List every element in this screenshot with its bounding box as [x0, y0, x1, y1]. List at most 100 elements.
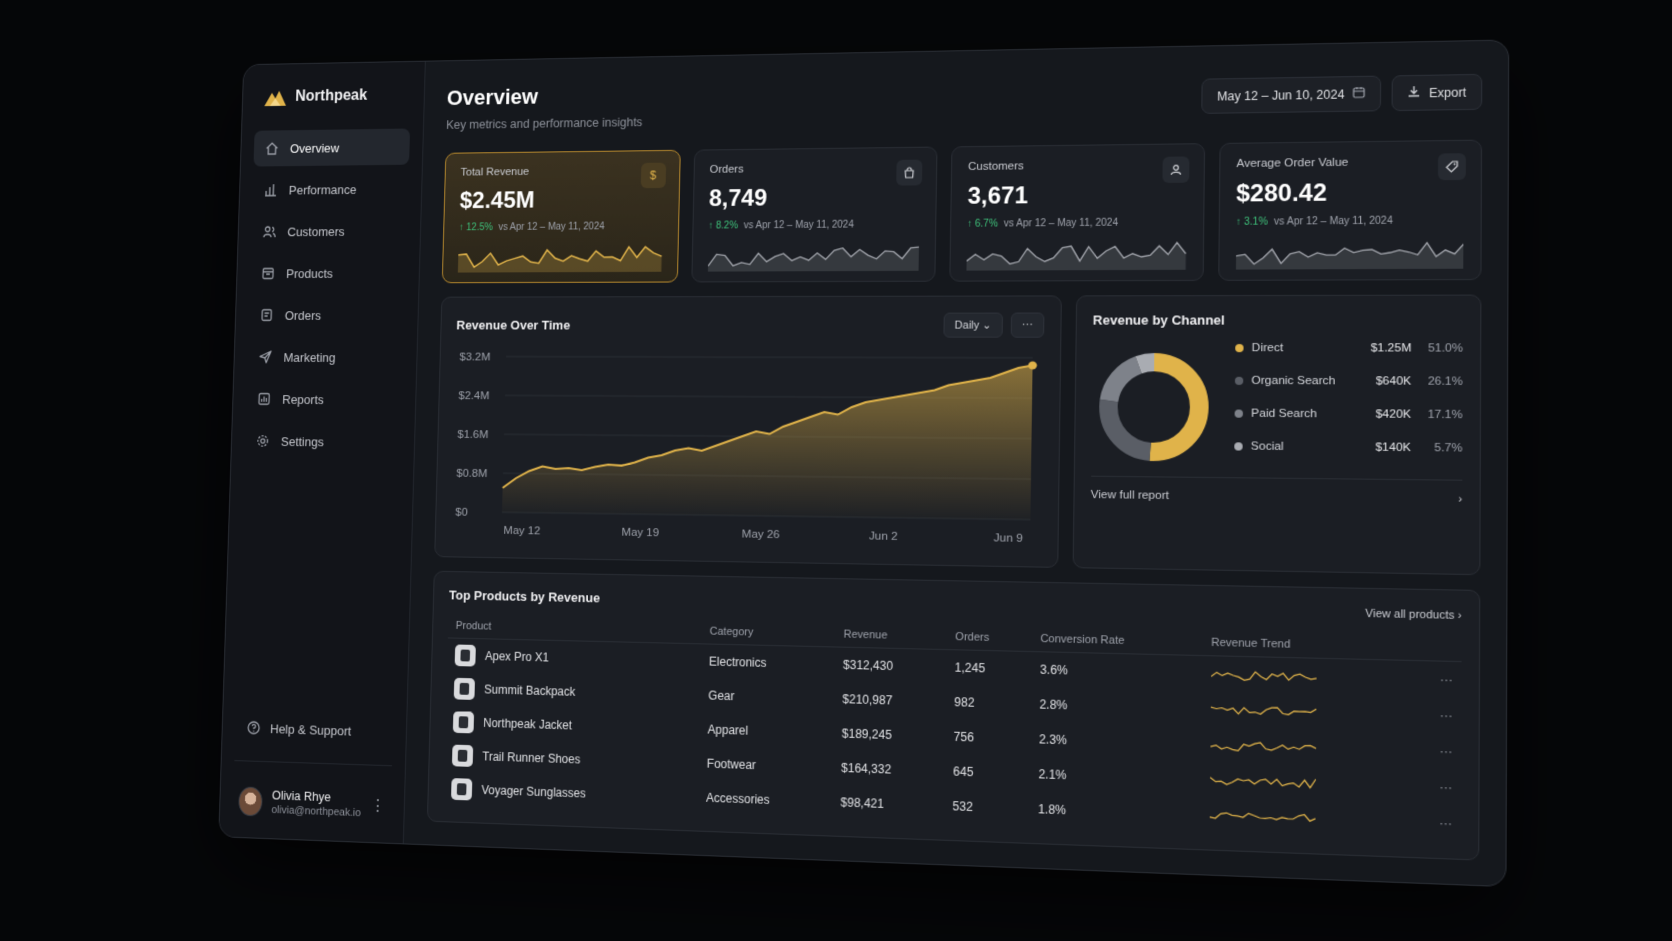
revenue-area-chart: $3.2M$2.4M$1.6M$0.8M$0May 12 May 19 May 26… — [451, 347, 1044, 551]
revenue-trend-sparkline — [1210, 771, 1316, 791]
sidebar-item-reports[interactable]: Reports — [245, 381, 402, 418]
kpi-card-customers[interactable]: Customers 3,671 ↑ 6.7% vs Apr 12 – May 11… — [949, 143, 1204, 282]
panel-title: Top Products by Revenue — [449, 588, 600, 606]
main-content: Overview Key metrics and performance ins… — [404, 41, 1508, 887]
y-tick-label: $0 — [455, 507, 468, 518]
legend-row-direct: Direct $1.25M 51.0% — [1235, 342, 1463, 355]
brand[interactable]: Northpeak — [255, 83, 412, 131]
sidebar-item-marketing[interactable]: Marketing — [247, 339, 404, 376]
kpi-delta-value: ↑ 8.2% — [708, 220, 738, 231]
header-actions: May 12 – Jun 10, 2024 Export — [1201, 74, 1482, 114]
y-tick-label: $3.2M — [459, 352, 490, 363]
row-more-icon[interactable]: ··· — [1410, 732, 1461, 769]
more-horizontal-icon[interactable]: ··· — [1011, 313, 1045, 338]
row-more-icon[interactable]: ··· — [1410, 697, 1461, 734]
sidebar-item-products[interactable]: Products — [249, 255, 406, 292]
tag-icon — [1438, 153, 1466, 180]
shopping-bag-icon — [896, 160, 922, 186]
sidebar-footer: Help & Support Olivia Rhye olivia@northp… — [233, 710, 394, 821]
calendar-icon — [1353, 86, 1366, 101]
sidebar-item-settings[interactable]: Settings — [244, 423, 402, 461]
kpi-compare: vs Apr 12 – May 11, 2024 — [498, 221, 604, 232]
page-subtitle: Key metrics and performance insights — [446, 115, 643, 131]
row-more-icon[interactable]: ··· — [1410, 768, 1461, 806]
revenue-trend-sparkline — [1211, 666, 1317, 685]
product-thumbnail — [455, 644, 476, 666]
kpi-delta: ↑ 8.2% vs Apr 12 – May 11, 2024 — [708, 219, 919, 231]
y-tick-label: $0.8M — [456, 468, 487, 480]
kpi-sparkline — [966, 235, 1186, 270]
sidebar-item-orders[interactable]: Orders — [248, 297, 405, 334]
brand-name: Northpeak — [295, 87, 367, 105]
page-title: Overview — [447, 83, 644, 111]
row-more-icon[interactable]: ··· — [1410, 660, 1461, 698]
dollar-icon: $ — [640, 163, 665, 189]
kpi-label: Customers — [968, 158, 1187, 172]
legend-row-organic-search: Organic Search $640K 26.1% — [1235, 375, 1463, 388]
sidebar-item-label: Overview — [290, 140, 340, 155]
legend-dot — [1234, 442, 1242, 450]
sidebar-item-label: Products — [286, 266, 333, 280]
kpi-compare: vs Apr 12 – May 11, 2024 — [1274, 216, 1393, 228]
x-tick-label: May 26 — [742, 529, 780, 541]
revenue-trend-sparkline — [1210, 701, 1316, 721]
help-label: Help & Support — [270, 721, 352, 738]
more-vertical-icon[interactable]: ⋮ — [370, 796, 385, 816]
view-full-report-link[interactable]: View full report › — [1091, 476, 1463, 506]
panel-title: Revenue by Channel — [1093, 312, 1463, 328]
kpi-delta-value: ↑ 3.1% — [1236, 216, 1268, 227]
sidebar-item-label: Orders — [285, 308, 322, 322]
kpi-card-orders[interactable]: Orders 8,749 ↑ 8.2% vs Apr 12 – May 11, 2… — [691, 147, 938, 283]
kpi-sparkline — [707, 237, 919, 272]
kpi-delta: ↑ 3.1% vs Apr 12 – May 11, 2024 — [1236, 215, 1464, 228]
export-label: Export — [1429, 85, 1466, 100]
legend-row-social: Social $140K 5.7% — [1234, 440, 1462, 454]
sidebar-item-label: Marketing — [283, 350, 335, 364]
date-range-picker[interactable]: May 12 – Jun 10, 2024 — [1201, 76, 1381, 114]
kpi-cards: Total Revenue $2.45M ↑ 12.5% vs Apr 12 – … — [442, 140, 1482, 284]
user-profile[interactable]: Olivia Rhye olivia@northpeak.io ⋮ — [233, 786, 392, 821]
sidebar-item-customers[interactable]: Customers — [251, 212, 408, 249]
kpi-compare: vs Apr 12 – May 11, 2024 — [1004, 218, 1118, 230]
avatar — [238, 786, 263, 816]
granularity-select[interactable]: Daily ⌄ — [943, 313, 1002, 338]
row-more-icon[interactable]: ··· — [1409, 804, 1460, 842]
legend-dot — [1235, 377, 1243, 385]
revenue-data-point — [1028, 361, 1037, 369]
kpi-card-average-order-value[interactable]: Average Order Value $280.42 ↑ 3.1% vs Apr… — [1218, 140, 1482, 281]
x-tick-label: May 12 — [503, 525, 540, 537]
revenue-trend-sparkline — [1209, 807, 1315, 827]
kpi-sparkline — [458, 239, 662, 273]
sidebar-item-performance[interactable]: Performance — [252, 170, 409, 208]
kpi-label: Average Order Value — [1236, 155, 1463, 170]
revenue-trend-sparkline — [1210, 736, 1316, 756]
charts-row: Revenue Over Time Daily ⌄ ··· $3.2M $2.4M… — [434, 295, 1481, 576]
kpi-label: Total Revenue — [460, 165, 663, 179]
sidebar-item-overview[interactable]: Overview — [253, 128, 410, 166]
bar-chart-icon — [263, 182, 278, 197]
x-tick-label: May 19 — [621, 527, 659, 539]
x-tick-label: Jun 2 — [869, 531, 898, 543]
product-thumbnail — [454, 678, 475, 700]
channel-donut-chart — [1091, 346, 1216, 469]
home-icon — [265, 141, 280, 156]
help-support-link[interactable]: Help & Support — [234, 710, 393, 766]
dashboard-window: Northpeak Overview Performance — [218, 39, 1509, 887]
kpi-value: 8,749 — [709, 183, 920, 212]
product-thumbnail — [451, 778, 472, 800]
kpi-label: Orders — [710, 162, 921, 176]
export-button[interactable]: Export — [1392, 74, 1482, 111]
kpi-delta-value: ↑ 12.5% — [459, 222, 493, 233]
sidebar-item-label: Customers — [287, 224, 345, 239]
user-email: olivia@northpeak.io — [271, 804, 361, 819]
column-header: Category — [702, 619, 836, 647]
send-icon — [258, 349, 273, 364]
y-tick-label: $2.4M — [458, 391, 489, 402]
users-icon — [262, 224, 277, 239]
user-icon — [1162, 156, 1189, 183]
view-all-products-link[interactable]: View all products › — [1365, 607, 1462, 622]
kpi-sparkline — [1235, 234, 1463, 270]
sidebar: Northpeak Overview Performance — [219, 62, 426, 844]
kpi-card-total-revenue[interactable]: Total Revenue $2.45M ↑ 12.5% vs Apr 12 – … — [442, 150, 681, 283]
